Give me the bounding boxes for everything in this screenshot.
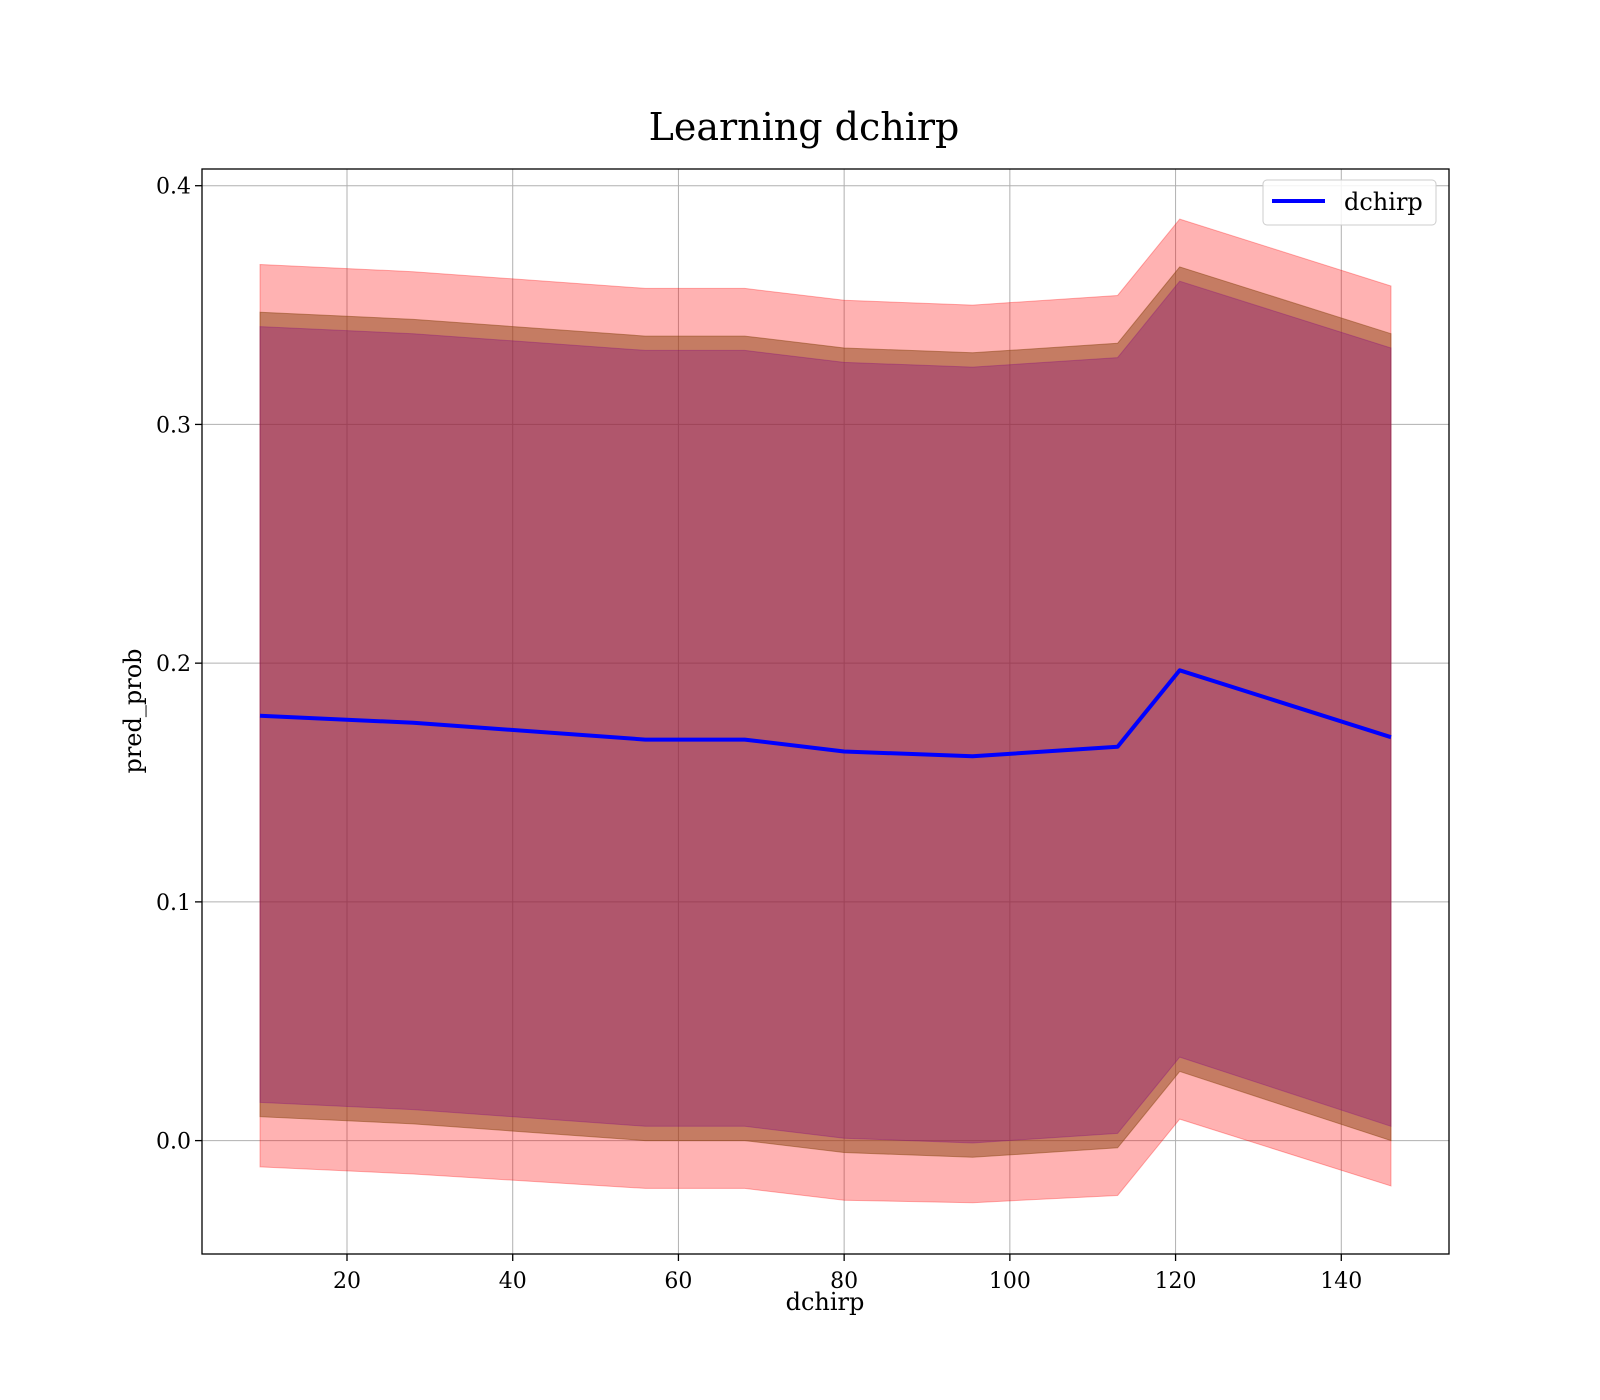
x-tick-label: 80 [830, 1269, 858, 1294]
y-axis-ticks: 0.0 0.1 0.2 0.3 0.4 [156, 175, 202, 1155]
legend: dchirp [1262, 179, 1437, 226]
series-lines [259, 668, 1392, 759]
confidence-band-2 [259, 266, 1392, 1158]
y-tick-label: 0.1 [156, 891, 191, 916]
plot-frame [201, 168, 1450, 1255]
x-tick-label: 40 [499, 1269, 527, 1294]
y-tick-label: 0.3 [156, 413, 191, 438]
x-axis-ticks: 20 40 60 80 100 120 140 [333, 1254, 1362, 1294]
y-tick-label: 0.2 [156, 652, 191, 677]
y-tick-label: 0.4 [156, 175, 191, 200]
x-tick-label: 60 [664, 1269, 692, 1294]
legend-box [1262, 179, 1437, 226]
confidence-band-3 [259, 280, 1392, 1144]
y-axis-title: pred_prob [119, 648, 147, 773]
chart-title: Learning dchirp [649, 105, 960, 149]
x-tick-label: 140 [1320, 1269, 1362, 1294]
y-tick-label: 0.0 [156, 1130, 191, 1155]
series-line-dchirp [259, 668, 1392, 759]
confidence-bands [259, 218, 1392, 1204]
x-tick-label: 120 [1155, 1269, 1197, 1294]
x-tick-label: 100 [989, 1269, 1031, 1294]
legend-label: dchirp [1344, 188, 1423, 216]
x-axis-title: dchirp [786, 1288, 865, 1316]
x-tick-label: 20 [333, 1269, 361, 1294]
